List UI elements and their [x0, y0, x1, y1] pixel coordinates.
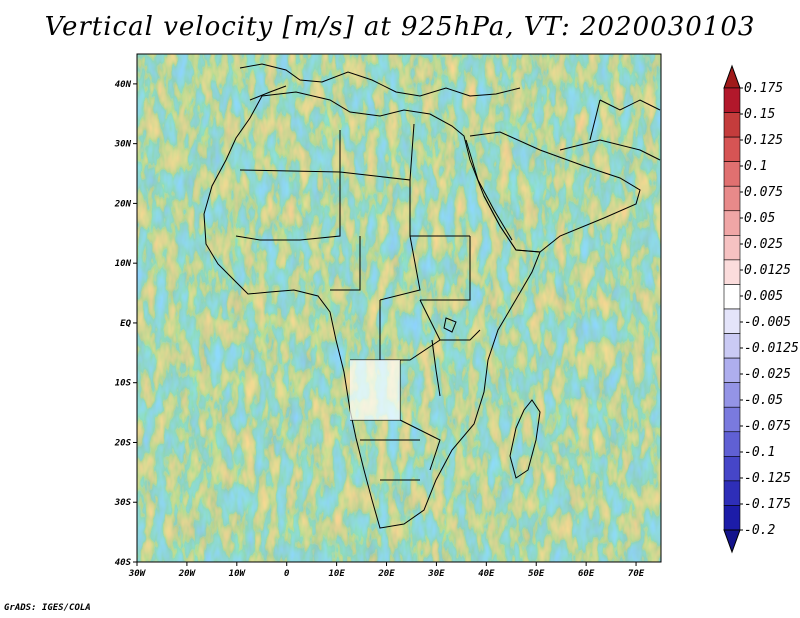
lat-tick-label: 40S — [115, 558, 132, 568]
colorbar-label: -0.1 — [744, 445, 775, 460]
map-title: Vertical velocity [m/s] at 925hPa, VT: 2… — [44, 12, 756, 42]
coastlines-and-borders — [203, 63, 661, 529]
colorbar-swatch — [723, 505, 741, 531]
colorbar-label: -0.0125 — [744, 341, 799, 356]
lat-tick-label: 40N — [115, 80, 132, 90]
colorbar-label: 0.075 — [744, 185, 783, 200]
colorbar-swatch — [723, 185, 741, 212]
lat-tick-label: 10N — [115, 259, 132, 269]
colorbar-label: -0.2 — [744, 523, 775, 538]
colorbar-swatch — [723, 480, 741, 506]
colorbar-swatch — [723, 431, 741, 457]
colorbar-label: -0.175 — [744, 497, 791, 512]
longitude-axis: 30W 20W 10W 0 10E 20E 30E 40E 50E 60E 70E — [128, 562, 645, 579]
colorbar-swatch — [723, 235, 741, 261]
colorbar-swatch — [723, 161, 741, 187]
lon-tick-label: 20E — [377, 569, 395, 579]
colorbar-swatch — [723, 357, 741, 383]
lon-tick-label: 20W — [178, 569, 197, 579]
colorbar-swatch — [723, 308, 741, 334]
colorbar-label: -0.075 — [744, 419, 791, 434]
lon-tick-label: 50E — [528, 569, 545, 579]
colorbar-bottom-arrow — [723, 529, 741, 554]
colorbar-label: 0.1 — [744, 159, 767, 174]
lon-tick-label: 60E — [578, 569, 595, 579]
colorbar: 0.175 0.15 0.125 0.1 0.075 0.05 0.025 0.0125 0.0… — [723, 64, 799, 554]
colorbar-label: 0.05 — [744, 211, 775, 226]
lon-tick-label: 30E — [427, 569, 445, 579]
colorbar-top-arrow — [723, 64, 741, 89]
lat-tick-label: 20S — [114, 438, 132, 448]
lon-tick-label: 10E — [328, 569, 345, 579]
colorbar-swatch — [723, 87, 741, 113]
lon-tick-label: 30W — [128, 569, 147, 579]
colorbar-swatch — [723, 382, 741, 408]
colorbar-swatch — [723, 112, 741, 138]
colorbar-swatch — [723, 210, 741, 236]
colorbar-label: -0.005 — [744, 315, 791, 330]
latitude-axis: 40N 30N 20N 10N EQ 10S 20S 30S 40S — [114, 80, 137, 568]
lon-tick-label: 10W — [229, 569, 247, 579]
map-frame — [136, 53, 662, 563]
colorbar-swatch — [723, 284, 741, 310]
lon-tick-label: 40E — [478, 569, 495, 579]
lon-tick-label: 70E — [628, 569, 645, 579]
lat-tick-label: 30S — [114, 498, 132, 508]
colorbar-swatch — [723, 333, 741, 359]
colorbar-label: -0.125 — [744, 471, 791, 486]
vertical-velocity-field — [137, 54, 661, 562]
lat-tick-label: 20N — [114, 199, 132, 209]
colorbar-label: 0.005 — [744, 289, 783, 304]
colorbar-label: 0.025 — [744, 237, 783, 252]
colorbar-label: -0.05 — [744, 393, 783, 408]
credit-label: GrADS: IGES/COLA — [4, 603, 91, 613]
lon-tick-label: 0 — [284, 569, 290, 579]
colorbar-label: 0.15 — [744, 107, 775, 122]
colorbar-swatch — [723, 136, 741, 162]
colorbar-label: 0.0125 — [744, 263, 791, 278]
colorbar-label: 0.125 — [744, 133, 783, 148]
colorbar-label: -0.025 — [744, 367, 791, 382]
lat-tick-label: EQ — [120, 319, 131, 329]
colorbar-label: 0.175 — [744, 81, 783, 96]
colorbar-swatch — [723, 406, 741, 433]
lat-tick-label: 10S — [115, 379, 132, 389]
colorbar-swatch — [723, 259, 741, 285]
colorbar-swatch — [723, 456, 741, 482]
lat-tick-label: 30N — [114, 140, 132, 150]
